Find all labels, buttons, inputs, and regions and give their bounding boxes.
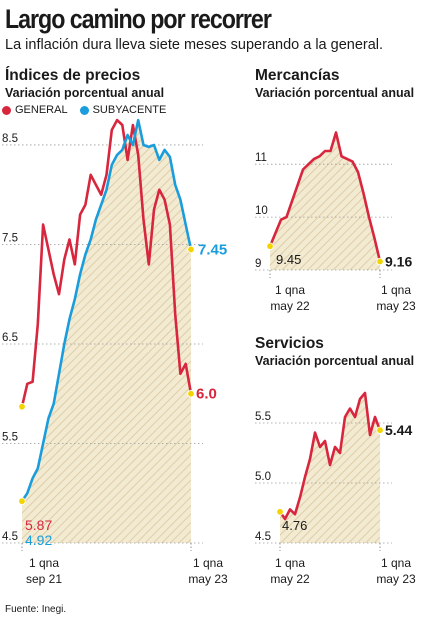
panel-subtitle-mercancias: Variación porcentual anual <box>255 86 415 100</box>
y-tick-label: 7.5 <box>2 232 18 244</box>
panel-title-indices: Índices de precios <box>5 67 141 84</box>
panel-title-servicios: Servicios <box>255 335 324 352</box>
y-tick-label: 5.5 <box>2 431 18 443</box>
legend-general-label: GENERAL <box>15 104 68 116</box>
legend-subyacente-label: SUBYACENTE <box>92 104 167 116</box>
x-tick-label: may 22 <box>270 299 310 313</box>
data-label: 4.76 <box>282 518 307 533</box>
y-tick-label: 5.0 <box>255 471 271 483</box>
endpoint-marker <box>266 242 274 250</box>
area-fill <box>270 132 380 270</box>
endpoint-marker <box>376 257 384 266</box>
endpoint-marker <box>18 402 26 411</box>
y-tick-label: 11 <box>255 152 267 164</box>
data-label: 7.45 <box>198 241 227 258</box>
y-tick-label: 9 <box>255 258 261 270</box>
x-tick-label: 1 qna <box>29 556 59 570</box>
legend-subyacente-marker <box>79 105 89 115</box>
series-line-subyacente <box>20 118 193 503</box>
endpoint-marker <box>376 426 384 434</box>
chart-servicios: 4.5 5.0 5.5 4.76 5.44 1 qna may 22 1 qna may 23 <box>255 391 416 586</box>
series-line-main <box>278 391 382 521</box>
data-label: 9.45 <box>276 252 301 267</box>
x-tick-label: 1 qna <box>275 556 305 570</box>
x-tick-label: may 23 <box>188 572 228 586</box>
x-tick-label: 1 qna <box>381 556 411 570</box>
panel-subtitle-indices: Variación porcentual anual <box>5 86 165 100</box>
y-tick-label: 4.5 <box>255 531 271 543</box>
chart-indices-precios: 4.5 5.5 6.5 7.5 8.5 5.874.92 7.45 6.0 1 qna sep 2… <box>2 118 228 586</box>
endpoint-marker <box>187 390 195 398</box>
y-tick-label: 8.5 <box>2 133 18 145</box>
x-tick-label: may 23 <box>376 572 416 586</box>
endpoint-marker <box>276 508 284 516</box>
y-tick-label: 4.5 <box>2 531 18 543</box>
data-label: 4.92 <box>25 532 52 548</box>
panel-subtitle-servicios: Variación porcentual anual <box>255 354 415 368</box>
data-label: 5.87 <box>25 517 52 533</box>
chart-mercancias: 9 10 11 9.45 9.16 1 qna may 22 1 qna may 23 <box>255 131 416 313</box>
x-tick-label: 1 qna <box>275 283 305 297</box>
series-line-general <box>20 118 193 409</box>
x-tick-label: may 23 <box>376 299 416 313</box>
x-tick-label: 1 qna <box>193 556 223 570</box>
data-label: 5.44 <box>385 422 412 438</box>
y-tick-label: 10 <box>255 205 268 217</box>
legend: GENERAL SUBYACENTE <box>2 104 166 116</box>
endpoint-marker <box>18 497 26 505</box>
data-label: 6.0 <box>196 386 217 403</box>
y-tick-label: 6.5 <box>2 332 18 344</box>
data-label: 9.16 <box>385 254 412 270</box>
x-tick-label: sep 21 <box>26 572 62 586</box>
y-tick-label: 5.5 <box>255 411 271 423</box>
area-fill <box>280 393 380 543</box>
series-line-main <box>268 131 382 263</box>
area-fill <box>22 120 191 543</box>
x-tick-label: 1 qna <box>381 283 411 297</box>
panel-title-mercancias: Mercancías <box>255 67 340 84</box>
source-note: Fuente: Inegi. <box>5 604 67 615</box>
legend-general-marker <box>2 105 11 115</box>
main-title: Largo camino por recorrer <box>5 4 272 34</box>
main-subtitle: La inflación dura lleva siete meses supe… <box>5 37 384 53</box>
x-tick-label: may 22 <box>270 572 310 586</box>
endpoint-marker <box>187 245 195 254</box>
